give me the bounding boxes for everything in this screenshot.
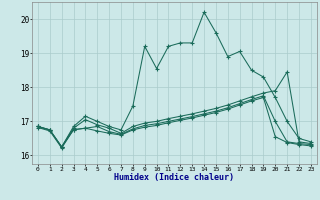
X-axis label: Humidex (Indice chaleur): Humidex (Indice chaleur)	[115, 173, 234, 182]
